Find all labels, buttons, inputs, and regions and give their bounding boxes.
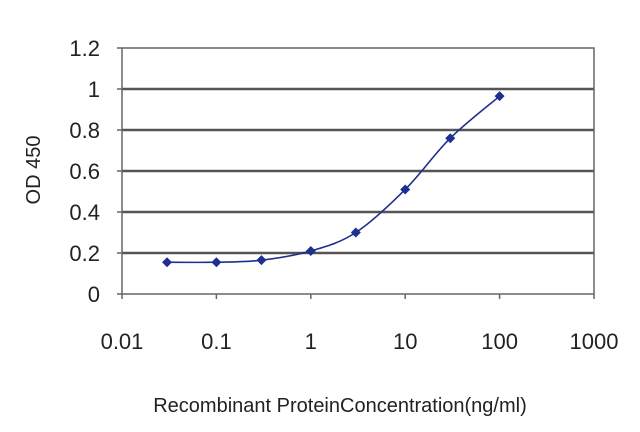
data-point-7 [494,91,505,102]
y-axis-ticks: 0 0.2 0.4 0.6 0.8 1 1.2 [69,36,122,307]
data-point-4 [350,227,361,238]
data-point-1 [211,257,222,268]
series-layer [162,91,505,268]
y-axis-title: OD 450 [23,136,45,205]
y-tick-label-0: 0 [88,282,100,307]
x-axis-title: Recombinant ProteinConcentration(ng/ml) [153,395,527,417]
y-tick-label-4: 0.8 [69,118,100,143]
y-tick-label-2: 0.4 [69,200,100,225]
data-point-2 [256,255,267,266]
x-tick-label-2: 1 [305,329,317,354]
data-point-6 [445,133,456,144]
data-point-3 [305,245,316,256]
x-axis-ticks: 0.01 0.1 1 10 100 1000 [101,294,619,354]
grid-lines [122,87,594,255]
y-tick-label-5: 1 [88,77,100,102]
y-tick-label-1: 0.2 [69,241,100,266]
series-line-0 [167,95,501,264]
x-tick-label-0: 0.01 [101,329,144,354]
x-tick-label-1: 0.1 [201,329,232,354]
x-tick-label-5: 1000 [570,329,619,354]
data-point-0 [162,257,173,268]
data-point-5 [400,184,411,195]
y-tick-label-3: 0.6 [69,159,100,184]
x-tick-label-4: 100 [481,329,518,354]
x-tick-label-3: 10 [393,329,417,354]
y-tick-label-6: 1.2 [69,36,100,61]
